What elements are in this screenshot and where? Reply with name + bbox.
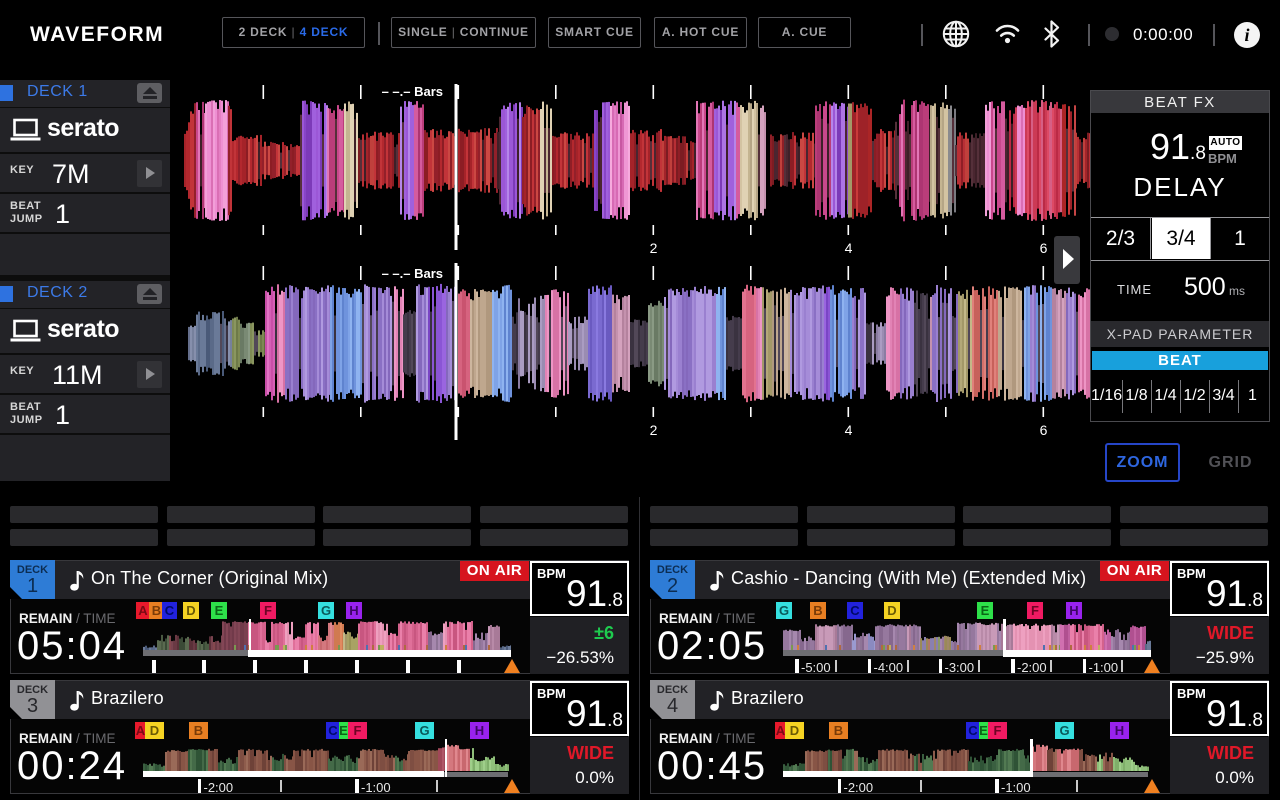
svg-text:4: 4 <box>845 240 853 256</box>
svg-text:6: 6 <box>1040 422 1048 438</box>
svg-text:6: 6 <box>1040 240 1048 256</box>
svg-text:– –.– Bars: – –.– Bars <box>382 266 443 281</box>
svg-text:– –.– Bars: – –.– Bars <box>382 84 443 99</box>
svg-text:2: 2 <box>650 422 658 438</box>
svg-text:2: 2 <box>650 240 658 256</box>
svg-text:4: 4 <box>845 422 853 438</box>
